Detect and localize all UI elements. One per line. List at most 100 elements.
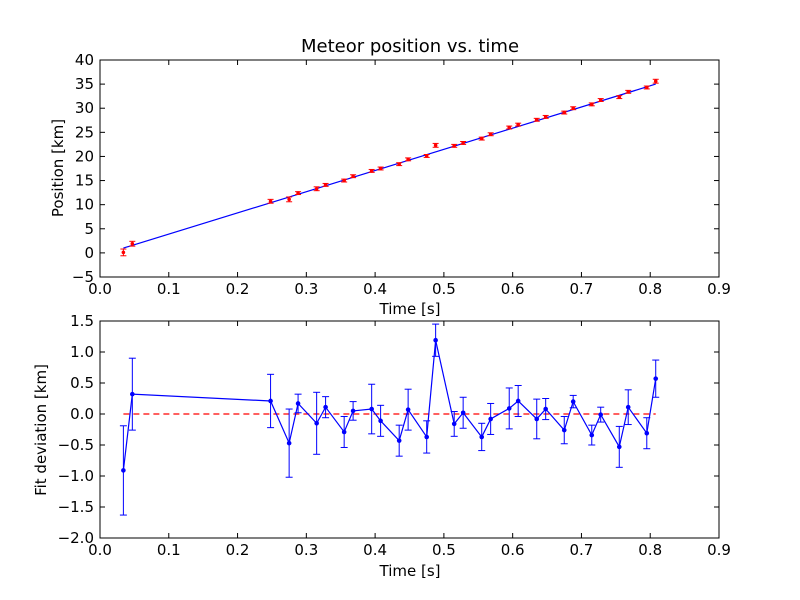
x-tick-label: 0.5 [432,280,456,298]
x-tick-label: 0.8 [638,541,662,559]
y-tick-label: 25 [75,123,94,141]
position-x-ticks: 0.0 0.1 0.2 0.3 0.4 0.5 0.6 0.7 0.8 0.9 [88,60,731,298]
deviation-point [405,407,411,412]
deviation-point [589,432,595,438]
position-point [121,250,126,255]
y-tick-label: 35 [75,75,94,93]
position-point [507,125,512,130]
position-point [369,169,374,173]
deviation-point [433,337,438,343]
deviation-point [479,434,485,440]
deviation-point [378,418,383,424]
position-x-axis-label: Time [s] [379,300,441,318]
position-point [314,186,319,191]
deviation-point [121,468,126,473]
deviation-point [506,406,512,411]
position-point [598,98,603,102]
position-point [378,166,383,171]
position-plot-area [120,78,659,257]
deviation-x-ticks: 0.0 0.1 0.2 0.3 0.4 0.5 0.6 0.7 0.8 0.9 [88,321,731,559]
position-chart: Meteor position vs. time 0.0 0.1 0.2 0.3 0.4… [49,36,731,318]
position-point [626,90,631,94]
position-point [433,143,438,148]
deviation-point [268,398,273,404]
position-point [351,174,355,179]
deviation-point [424,434,429,440]
y-tick-label: −5 [72,268,94,286]
position-point [644,85,649,90]
deviation-x-axis-label: Time [s] [379,562,441,580]
position-point [534,117,539,122]
x-tick-label: 0.7 [570,541,594,559]
position-point [397,162,401,166]
position-point [653,79,658,84]
position-point [516,122,520,127]
deviation-point [570,399,576,404]
x-tick-label: 0.7 [570,280,594,298]
deviation-point [369,406,374,412]
y-tick-label: 1.5 [70,312,94,330]
x-tick-label: 0.4 [363,280,387,298]
position-y-ticks: −5 0 5 10 15 20 25 30 35 40 [72,51,719,286]
deviation-point [350,408,356,414]
position-point [268,199,273,204]
position-point [617,95,622,99]
deviation-y-ticks: −2.0 −1.5 −1.0 −0.5 0.0 0.5 1.0 1.5 [58,312,719,547]
y-tick-label: 20 [75,147,94,165]
deviation-point [515,398,521,404]
deviation-point [323,404,328,410]
deviation-point [396,438,402,443]
x-tick-label: 0.3 [294,541,318,559]
position-point [342,178,346,183]
deviation-point [295,401,301,406]
position-chart-title: Meteor position vs. time [301,36,519,57]
y-tick-label: 0 [84,244,94,262]
deviation-chart: 0.0 0.1 0.2 0.3 0.4 0.5 0.6 0.7 0.8 0.9 −2.0−1.5−… [32,312,731,580]
deviation-point [616,444,622,450]
deviation-point [286,440,292,446]
deviation-point [543,406,548,412]
position-y-axis-label: Position [km] [49,119,67,217]
y-tick-label: 40 [75,51,94,69]
deviation-axes-frame [99,320,720,539]
position-point [562,110,567,115]
position-point [323,183,328,187]
deviation-point [561,427,567,433]
x-tick-label: 0.9 [707,280,731,298]
x-tick-label: 0.4 [363,541,387,559]
x-tick-label: 0.6 [501,280,525,298]
position-point [424,154,429,158]
y-tick-label: −1.5 [58,498,94,516]
x-tick-label: 0.8 [638,280,662,298]
y-tick-label: 30 [75,99,94,117]
deviation-y-axis-label: Fit deviation [km] [32,364,50,496]
y-tick-label: −2.0 [58,529,94,547]
deviation-point [534,416,540,422]
deviation-point [488,416,493,422]
deviation-point [451,421,457,427]
position-point [461,141,465,145]
x-tick-label: 0.1 [157,280,181,298]
deviation-point [598,412,604,417]
deviation-point [653,376,659,381]
position-point [287,197,291,202]
y-tick-label: 0.0 [70,405,94,423]
position-point [452,144,457,148]
x-tick-label: 0.5 [432,541,456,559]
x-tick-label: 0.2 [226,280,250,298]
x-tick-label: 0.2 [226,541,250,559]
position-point [571,106,575,111]
y-tick-label: 10 [75,196,94,214]
deviation-point [314,421,319,426]
position-point [488,132,493,137]
y-tick-label: 0.5 [70,374,94,392]
deviation-point [341,429,347,435]
deviation-point [130,391,135,397]
position-point [543,115,548,119]
y-tick-label: −0.5 [58,436,94,454]
x-tick-label: 0.6 [501,541,525,559]
x-tick-label: 0.0 [88,280,112,298]
x-tick-label: 0.9 [707,541,731,559]
